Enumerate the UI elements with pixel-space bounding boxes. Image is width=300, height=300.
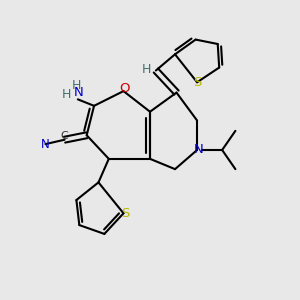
- Text: H: H: [61, 88, 71, 100]
- Text: O: O: [120, 82, 130, 95]
- Text: N: N: [41, 138, 50, 151]
- Text: H: H: [142, 62, 151, 76]
- Text: N: N: [74, 86, 83, 99]
- Text: N: N: [194, 143, 203, 157]
- Text: S: S: [193, 76, 201, 89]
- Text: C: C: [61, 131, 68, 141]
- Text: S: S: [121, 207, 129, 220]
- Text: H: H: [72, 79, 81, 92]
